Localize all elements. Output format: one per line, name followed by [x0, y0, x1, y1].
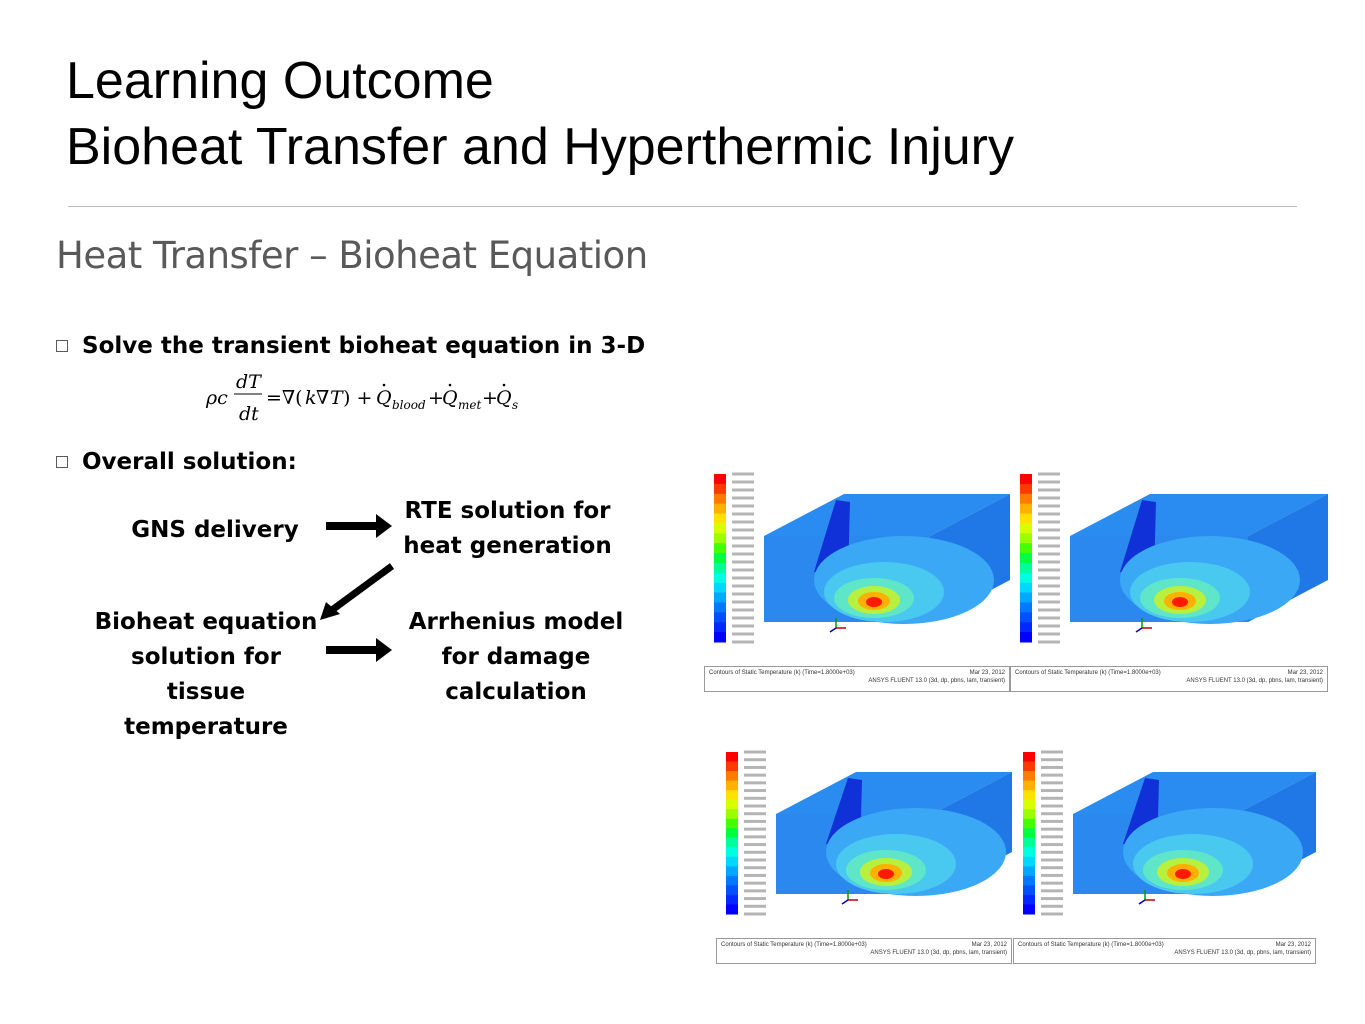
flow-arr-line3: calculation — [445, 679, 587, 705]
panel-caption: Contours of Static Temperature (k) (Time… — [716, 938, 1012, 964]
flow-bioheat-line3: temperature — [124, 714, 288, 740]
svg-text:dT: dT — [236, 371, 262, 393]
caption-meta: Mar 23, 2012 ANSYS FLUENT 13.0 (3d, dp, p… — [1174, 941, 1311, 957]
bullet-text: Solve the transient bioheat equation in … — [82, 333, 646, 359]
temperature-contour-panel: Contours of Static Temperature (k) (Time… — [1010, 464, 1328, 692]
caption-date: Mar 23, 2012 — [1287, 670, 1323, 676]
bullet-square-icon — [56, 456, 68, 468]
flow-gns-delivery: GNS delivery — [120, 513, 310, 548]
caption-title: Contours of Static Temperature (k) (Time… — [709, 670, 855, 676]
section-subtitle: Heat Transfer – Bioheat Equation — [56, 234, 648, 277]
flow-arr-line2: for damage — [441, 644, 591, 670]
flow-bioheat-line2: solution for tissue — [131, 644, 281, 705]
bullet-item-solution: Overall solution: — [56, 449, 297, 475]
caption-date: Mar 23, 2012 — [1275, 942, 1311, 948]
svg-text:) +: ) + — [343, 387, 372, 409]
svg-text:∇: ∇ — [316, 387, 329, 409]
svg-text:+: + — [428, 387, 444, 409]
bullet-square-icon — [56, 340, 68, 352]
arrow-diagonal-icon — [320, 563, 395, 620]
caption-title: Contours of Static Temperature (k) (Time… — [1018, 942, 1164, 948]
slide-title: Learning Outcome Bioheat Transfer and Hy… — [66, 48, 1014, 180]
flow-arrows — [320, 514, 395, 662]
flow-rte-line2: heat generation — [403, 533, 612, 559]
caption-title: Contours of Static Temperature (k) (Time… — [1015, 670, 1161, 676]
flow-gns-label: GNS delivery — [131, 517, 299, 543]
bioheat-equation: ρc dT dt =∇( k ∇ T ) + Q blood + Q met +… — [205, 371, 518, 425]
svg-text:=∇(: =∇( — [266, 387, 303, 409]
temperature-contour-panel: Contours of Static Temperature (k) (Time… — [1013, 742, 1316, 964]
panel-caption: Contours of Static Temperature (k) (Time… — [1013, 938, 1316, 964]
svg-text:dt: dt — [239, 403, 259, 425]
svg-text:k: k — [305, 387, 317, 409]
svg-text:+: + — [482, 387, 498, 409]
svg-text:Q: Q — [496, 387, 512, 409]
flow-rte-line1: RTE solution for — [404, 498, 611, 524]
panel-caption: Contours of Static Temperature (k) (Time… — [1010, 666, 1328, 692]
flow-bioheat-solution: Bioheat equation solution for tissue tem… — [92, 605, 320, 745]
svg-text:Q: Q — [376, 387, 392, 409]
caption-date: Mar 23, 2012 — [971, 942, 1007, 948]
contour-scene — [1023, 750, 1316, 916]
contour-scene — [714, 472, 1010, 644]
title-line-1: Learning Outcome — [66, 52, 494, 110]
caption-title: Contours of Static Temperature (k) (Time… — [721, 942, 867, 948]
contour-scene — [1020, 472, 1328, 644]
bullet-text: Overall solution: — [82, 449, 297, 475]
flow-rte-solution: RTE solution for heat generation — [400, 494, 615, 564]
svg-text:Q: Q — [442, 387, 458, 409]
caption-meta: Mar 23, 2012 ANSYS FLUENT 13.0 (3d, dp, p… — [868, 669, 1005, 685]
caption-software: ANSYS FLUENT 13.0 (3d, dp, pbns, lam, tr… — [870, 950, 1007, 956]
caption-software: ANSYS FLUENT 13.0 (3d, dp, pbns, lam, tr… — [1174, 950, 1311, 956]
temperature-contour-panel: Contours of Static Temperature (k) (Time… — [704, 464, 1010, 692]
flow-bioheat-line1: Bioheat equation — [94, 609, 318, 635]
bullet-item-equation: Solve the transient bioheat equation in … — [56, 333, 645, 359]
caption-date: Mar 23, 2012 — [969, 670, 1005, 676]
arrow-right-icon — [326, 514, 392, 538]
svg-text:T: T — [330, 387, 344, 409]
title-line-2: Bioheat Transfer and Hyperthermic Injury — [66, 118, 1014, 176]
svg-text:ρc: ρc — [205, 387, 228, 409]
caption-meta: Mar 23, 2012 ANSYS FLUENT 13.0 (3d, dp, p… — [870, 941, 1007, 957]
caption-meta: Mar 23, 2012 ANSYS FLUENT 13.0 (3d, dp, p… — [1186, 669, 1323, 685]
temperature-contour-panel: Contours of Static Temperature (k) (Time… — [716, 742, 1012, 964]
panel-caption: Contours of Static Temperature (k) (Time… — [704, 666, 1010, 692]
flow-arr-line1: Arrhenius model — [408, 609, 624, 635]
svg-text:s: s — [512, 398, 518, 412]
title-divider — [68, 206, 1297, 207]
caption-software: ANSYS FLUENT 13.0 (3d, dp, pbns, lam, tr… — [868, 678, 1005, 684]
svg-text:blood: blood — [392, 398, 426, 412]
flow-arrhenius-model: Arrhenius model for damage calculation — [408, 605, 624, 710]
arrow-right-icon — [326, 638, 392, 662]
caption-software: ANSYS FLUENT 13.0 (3d, dp, pbns, lam, tr… — [1186, 678, 1323, 684]
contour-scene — [726, 750, 1012, 916]
svg-text:met: met — [458, 398, 481, 412]
